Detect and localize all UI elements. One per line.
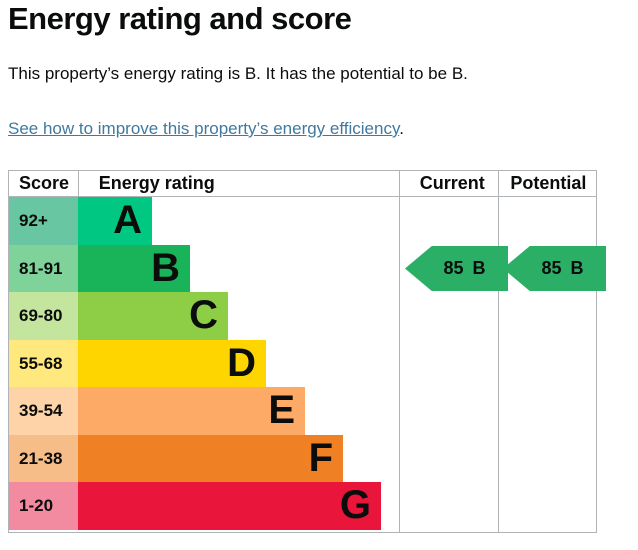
- header-divider: [9, 196, 596, 197]
- potential-rating-letter: B: [570, 258, 584, 278]
- rating-summary-text: This property’s energy rating is B. It h…: [8, 64, 468, 83]
- band-letter-g: G: [339, 483, 371, 527]
- band-bar-f: F: [78, 434, 343, 482]
- band-row-f: 21-38 F: [9, 434, 596, 482]
- band-bar-c: C: [78, 292, 228, 340]
- epc-rows: 92+ A 81-91 B 69-80 C 55-68 D 39-54 E 21-38 F 1-20 G: [9, 197, 596, 530]
- score-range-g: 1-20: [9, 482, 78, 530]
- score-range-a: 92+: [9, 197, 78, 245]
- header-score: Score: [19, 173, 70, 193]
- score-range-f: 21-38: [9, 434, 78, 482]
- band-bar-e: E: [78, 387, 305, 435]
- potential-column-divider: [498, 171, 499, 532]
- link-period: .: [399, 119, 404, 138]
- band-row-c: 69-80 C: [9, 292, 596, 340]
- page-title: Energy rating and score: [8, 1, 352, 36]
- band-letter-e: E: [268, 388, 295, 432]
- band-letter-b: B: [151, 245, 180, 290]
- potential-rating-score: 85: [541, 258, 562, 278]
- score-range-d: 55-68: [9, 339, 78, 387]
- band-row-d: 55-68 D: [9, 339, 596, 387]
- score-column-divider: [78, 171, 79, 196]
- score-range-c: 69-80: [9, 292, 78, 340]
- band-row-b: 81-91 B: [9, 244, 596, 292]
- band-row-a: 92+ A: [9, 197, 596, 245]
- band-bar-g: G: [78, 482, 381, 530]
- improve-link-line: See how to improve this property’s energ…: [8, 119, 404, 139]
- band-bar-b: B: [78, 244, 190, 292]
- band-bar-d: D: [78, 339, 266, 387]
- current-column-divider: [399, 171, 400, 532]
- header-current: Current: [419, 173, 485, 193]
- band-letter-d: D: [227, 340, 256, 385]
- header-energy-rating: Energy rating: [98, 173, 215, 193]
- band-letter-f: F: [308, 435, 333, 480]
- epc-header-row: Score Energy rating Current Potential: [9, 171, 596, 196]
- current-rating-letter: B: [472, 258, 486, 278]
- band-letter-a: A: [113, 198, 142, 242]
- epc-rating-chart: Score Energy rating Current Potential 92…: [8, 170, 606, 533]
- score-range-e: 39-54: [9, 387, 78, 435]
- current-rating-score: 85: [443, 258, 464, 278]
- band-row-e: 39-54 E: [9, 387, 596, 435]
- header-potential: Potential: [510, 173, 587, 193]
- band-row-g: 1-20 G: [9, 482, 596, 530]
- band-letter-c: C: [189, 293, 218, 337]
- score-range-b: 81-91: [9, 244, 78, 292]
- improve-efficiency-link[interactable]: See how to improve this property’s energ…: [8, 119, 400, 138]
- band-bar-a: A: [78, 197, 152, 245]
